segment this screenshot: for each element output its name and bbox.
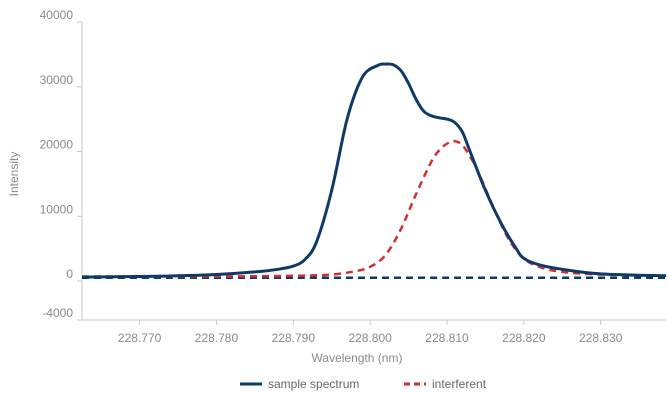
x-tick-label: 228.790: [272, 331, 316, 345]
x-tick-label: 228.770: [118, 331, 162, 345]
y-tick-label: 40000: [40, 8, 74, 22]
x-tick-label: 228.810: [425, 331, 469, 345]
x-tick-label: 228.800: [348, 331, 392, 345]
legend-label: sample spectrum: [268, 377, 359, 391]
x-tick-label: 228.780: [195, 331, 239, 345]
y-tick-label: -4000: [42, 306, 73, 320]
interferent-line: [82, 139, 667, 278]
axes: 40000 30000 20000 10000 0 -4000 228.770 228.780…: [40, 8, 666, 345]
y-tick-label: 10000: [40, 202, 74, 216]
legend: sample spectrum interferent: [240, 377, 487, 391]
y-axis-title: Intensity: [7, 152, 21, 197]
y-tick-label: 30000: [40, 73, 74, 87]
x-axis-title: Wavelength (nm): [312, 351, 403, 365]
x-tick-label: 228.820: [502, 331, 546, 345]
sample-spectrum-line: [81, 62, 667, 279]
y-tick-label: 20000: [40, 138, 74, 152]
x-tick-label: 228.830: [579, 331, 623, 345]
legend-label: interferent: [432, 377, 487, 391]
y-tick-label: 0: [66, 267, 73, 281]
series-layer: [81, 62, 667, 280]
